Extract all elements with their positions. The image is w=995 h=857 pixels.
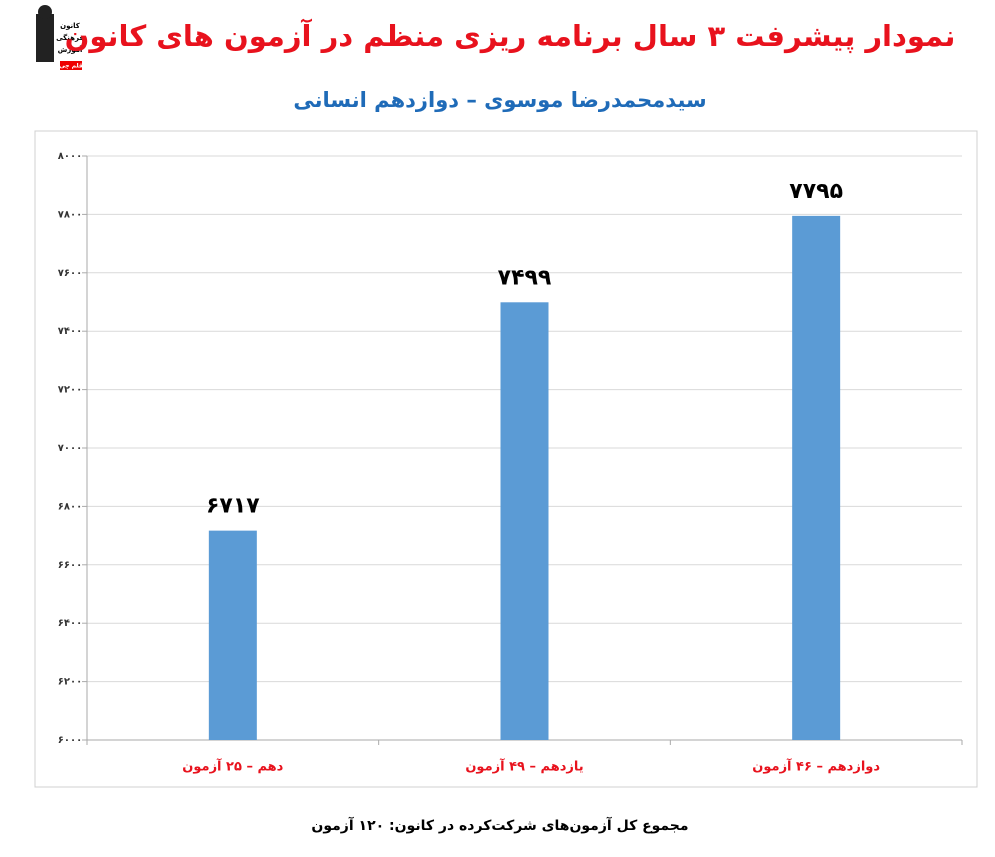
- chart-subtitle: سیدمحمدرضا موسوی – دوازدهم انسانی: [293, 88, 706, 112]
- value-label: ۶۷۱۷: [206, 494, 260, 519]
- x-tick-label: دوازدهم – ۴۶ آزمون: [752, 758, 880, 775]
- chart-frame: [34, 130, 978, 788]
- x-tick-label: یازدهم – ۴۹ آزمون: [465, 758, 583, 775]
- chart-title: نمودار پیشرفت ۳ سال برنامه ریزی منظم در …: [65, 18, 956, 54]
- logo-figure: [36, 14, 54, 62]
- logo-text: فرهنگی: [56, 33, 84, 42]
- y-tick-label: ۶۶۰۰: [58, 560, 82, 571]
- y-tick-label: ۶۴۰۰: [58, 618, 82, 629]
- bar: [792, 215, 841, 741]
- y-tick-label: ۷۴۰۰: [58, 326, 82, 337]
- logo-head: [38, 5, 52, 19]
- value-label: ۷۴۹۹: [498, 265, 552, 290]
- logo-text: قلم چی: [59, 63, 83, 70]
- logo-text: کانون: [60, 22, 81, 30]
- value-label: ۷۷۹۵: [789, 179, 843, 204]
- x-tick-label: دهم – ۲۵ آزمون: [182, 758, 283, 775]
- logo-band: [60, 61, 82, 70]
- y-tick-label: ۶۸۰۰: [58, 501, 82, 512]
- bar: [500, 302, 549, 740]
- bar: [208, 530, 257, 740]
- y-tick-label: ۷۲۰۰: [58, 385, 82, 396]
- y-tick-label: ۶۲۰۰: [58, 677, 82, 688]
- logo-text: آموزش: [58, 45, 83, 54]
- y-tick-label: ۶۰۰۰: [58, 735, 82, 746]
- y-tick-label: ۷۰۰۰: [58, 443, 82, 454]
- logo: [36, 5, 82, 70]
- footnote: مجموع کل آزمون‌های شرکت‌کرده در کانون: ۱…: [311, 816, 688, 834]
- y-tick-label: ۸۰۰۰: [58, 151, 82, 162]
- y-tick-label: ۷۶۰۰: [58, 268, 82, 279]
- y-tick-label: ۷۸۰۰: [58, 209, 82, 220]
